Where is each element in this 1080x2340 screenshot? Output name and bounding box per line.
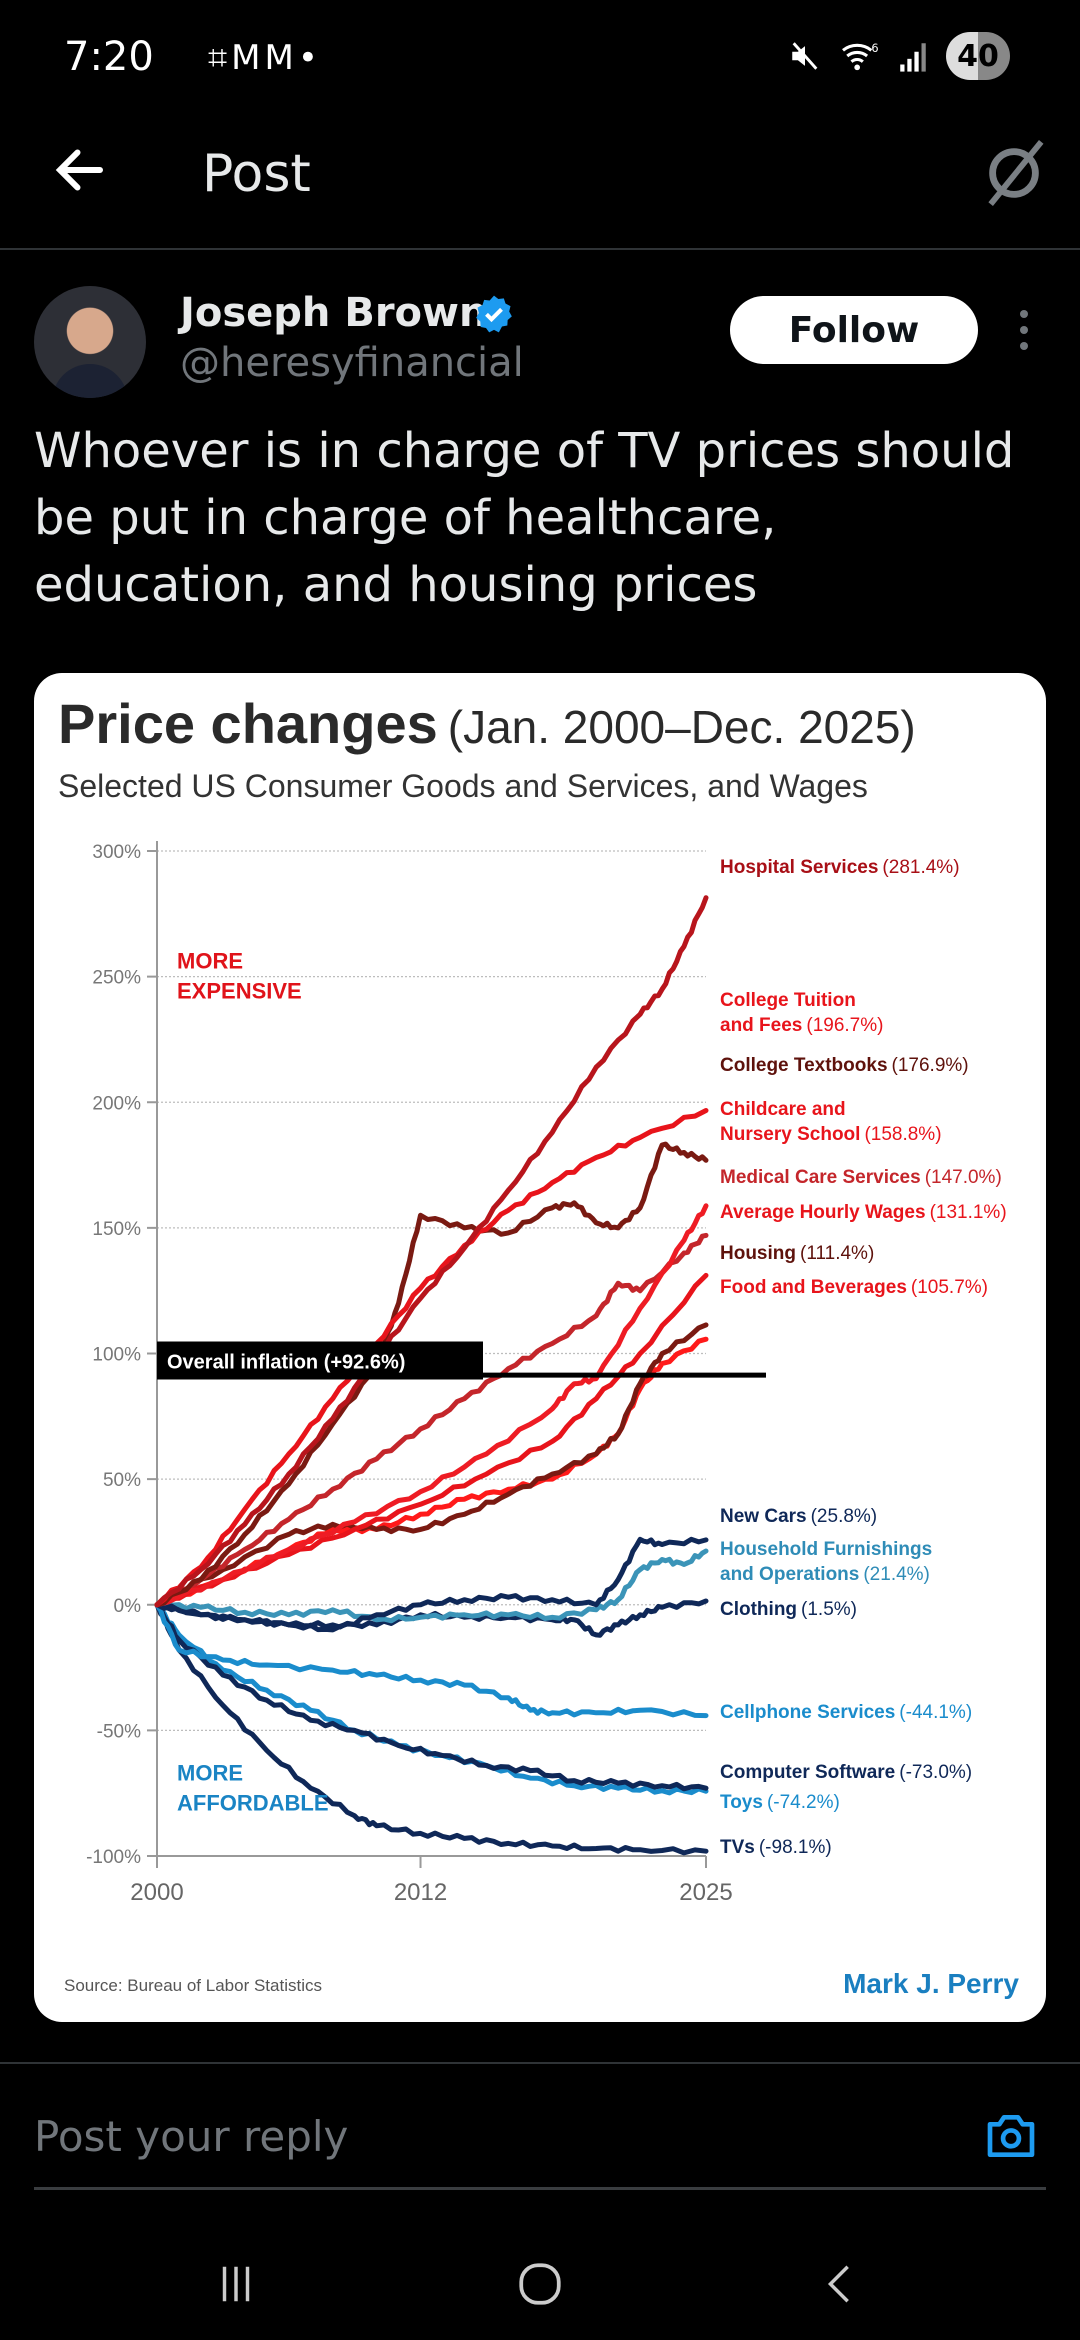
battery-indicator: 40 [946,32,1010,80]
follow-button[interactable]: Follow [730,296,978,364]
reply-underline [34,2187,1046,2190]
series-label: Medical Care Services (147.0%) [720,1167,1002,1188]
y-tick-label: 300% [92,842,141,863]
wifi-6-icon: 6 [842,41,879,71]
series-label: Toys (-74.2%) [720,1792,840,1813]
series-label: Cellphone Services (-44.1%) [720,1702,972,1723]
y-tick-label: 50% [103,1470,141,1491]
grok-icon[interactable] [982,138,1046,208]
system-nav-bar [0,2230,1080,2340]
reply-input[interactable]: Post your reply [34,2112,349,2161]
y-tick-label: -50% [97,1721,141,1742]
gmail-icon: M [264,38,298,78]
y-tick-label: -100% [86,1847,141,1868]
y-tick-label: 100% [92,1345,141,1366]
avatar[interactable] [34,286,146,398]
series-label: Household Furnishings [720,1539,932,1560]
y-tick-label: 200% [92,1093,141,1114]
status-time: 7:20 [64,34,154,80]
more-expensive-label: EXPENSIVE [177,979,302,1004]
more-affordable-label: MORE [177,1761,243,1786]
home-button[interactable] [500,2254,580,2314]
series-label: College Tuition [720,990,856,1011]
status-notification-icons: ⌗MM• [208,38,322,78]
series-label: Hospital Services (281.4%) [720,857,960,878]
header-divider [0,248,1080,250]
back-icon [827,2265,849,2303]
series-line-medical-care-services [154,1232,709,1608]
chart-image-card[interactable]: Price changes (Jan. 2000–Dec. 2025) Selec… [34,673,1046,2022]
y-tick-label: 250% [92,968,141,989]
recent-apps-button[interactable] [196,2254,276,2314]
recent-apps-icon [222,2266,250,2302]
chart-credit: Mark J. Perry [843,1968,1019,1999]
signal-icon [900,43,926,72]
series-label: Childcare and [720,1099,846,1120]
nav-back-button[interactable] [800,2254,880,2314]
overall-inflation-box [157,1341,483,1380]
page-title: Post [202,144,311,204]
series-label: Clothing (1.5%) [720,1599,857,1620]
x-tick-label: 2025 [679,1879,732,1906]
series-label: Nursery School (158.8%) [720,1124,942,1145]
more-options-icon[interactable] [1010,310,1038,354]
mute-icon [792,42,818,70]
y-tick-label: 0% [114,1596,142,1617]
series-line-childcare-and-nursery-school [154,1203,709,1608]
series-label: Housing (111.4%) [720,1243,874,1264]
post-text: Whoever is in charge of TV prices should… [34,423,1015,613]
status-system-icons: 6 40 [788,32,1010,80]
gmail-icon: M [231,38,265,78]
chart-title: Price changes (Jan. 2000–Dec. 2025) [58,692,916,755]
author-name[interactable]: Joseph Brown [180,290,488,336]
series-line-tvs [154,1602,709,1856]
chart-source: Source: Bureau of Labor Statistics [64,1976,322,1995]
series-line-household-furnishings-and-operations [154,1548,709,1624]
more-affordable-label: AFFORDABLE [177,1791,329,1816]
series-label: Computer Software (-73.0%) [720,1762,972,1783]
series-line-computer-software [154,1602,709,1792]
more-expensive-label: MORE [177,949,243,974]
series-label: TVs (-98.1%) [720,1837,832,1858]
x-tick-label: 2012 [394,1879,447,1906]
series-label: Average Hourly Wages (131.1%) [720,1202,1007,1223]
screenshot-icon: ⌗ [208,38,232,78]
author-handle[interactable]: @heresyfinancial [180,340,524,386]
series-label: Food and Beverages (105.7%) [720,1277,988,1298]
back-arrow-icon[interactable] [50,140,110,200]
series-line-hospital-services [154,895,709,1608]
series-line-new-cars [154,1536,709,1633]
series-line-college-tuition-and-fees [154,1108,709,1608]
reply-divider [0,2062,1080,2064]
verified-badge-icon [476,295,512,333]
x-tick-label: 2000 [130,1879,183,1906]
y-tick-label: 150% [92,1219,141,1240]
price-changes-chart: Price changes (Jan. 2000–Dec. 2025) Selec… [58,692,1019,1999]
home-icon [519,2263,561,2305]
series-label: and Operations (21.4%) [720,1564,930,1585]
svg-text:6: 6 [871,41,878,55]
series-line-cellphone-services [154,1602,709,1719]
series-label: New Cars (25.8%) [720,1506,877,1527]
series-line-housing [154,1322,709,1608]
dot-icon: • [297,38,322,78]
camera-icon[interactable] [982,2108,1040,2164]
series-label: College Textbooks (176.9%) [720,1055,969,1076]
overall-inflation-label: Overall inflation (+92.6%) [167,1352,405,1374]
series-label: and Fees (196.7%) [720,1015,883,1036]
chart-subtitle: Selected US Consumer Goods and Services,… [58,768,868,804]
